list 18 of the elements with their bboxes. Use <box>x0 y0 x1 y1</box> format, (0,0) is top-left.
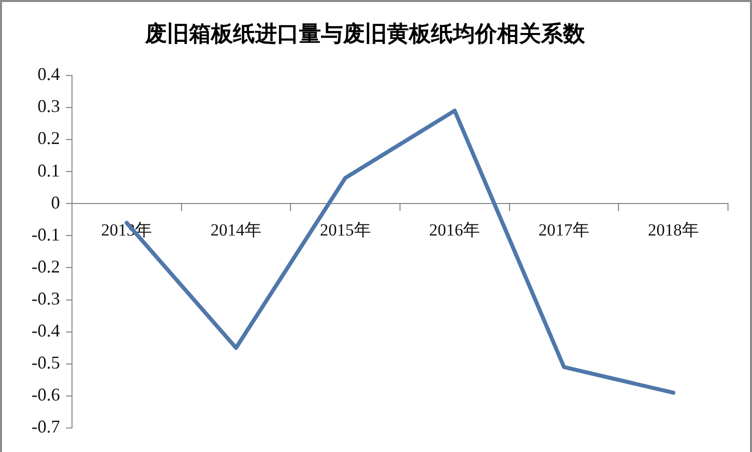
y-tick-label: 0.2 <box>38 128 60 148</box>
x-tick-label: 2014年 <box>210 220 262 240</box>
y-tick-label: -0.5 <box>32 352 60 373</box>
y-tick-label: 0 <box>51 192 60 212</box>
y-tick-label: 0.1 <box>38 160 60 180</box>
x-tick-label: 2018年 <box>648 220 699 240</box>
y-tick-label: -0.7 <box>32 416 60 437</box>
x-tick-label: 2015年 <box>320 220 371 240</box>
x-tick-label: 2016年 <box>429 220 480 240</box>
y-tick-label: 0.4 <box>38 64 60 84</box>
y-tick-label: -0.2 <box>32 256 60 276</box>
y-tick-label: -0.6 <box>32 384 60 405</box>
y-tick-label: 0.3 <box>38 96 60 116</box>
chart-title: 废旧箱板纸进口量与废旧黄板纸均价相关系数 <box>144 20 586 46</box>
x-tick-label: 2017年 <box>538 220 590 240</box>
y-tick-label: -0.4 <box>32 320 60 341</box>
y-tick-label: -0.1 <box>32 224 60 244</box>
y-tick-label: -0.3 <box>32 288 60 309</box>
